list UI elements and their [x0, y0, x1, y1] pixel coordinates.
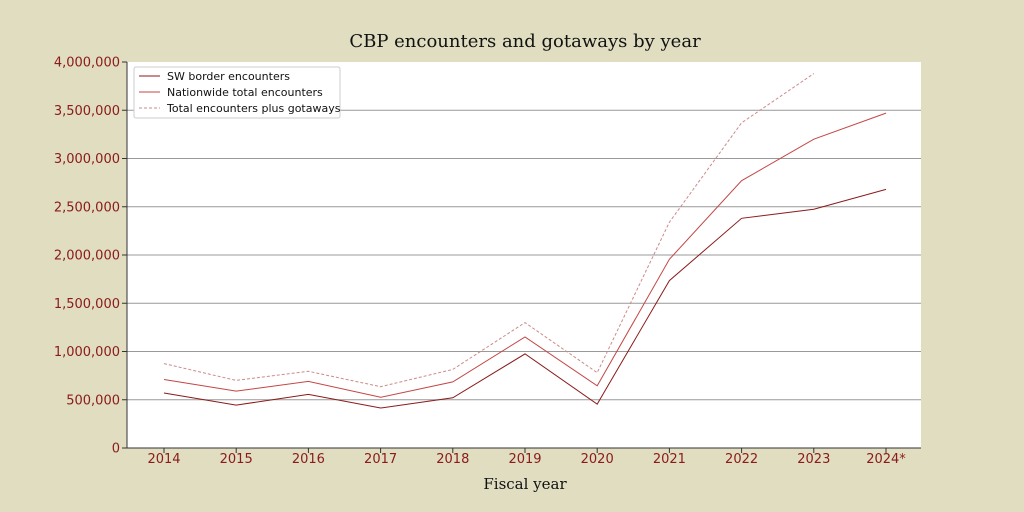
y-tick-label: 0 — [112, 442, 120, 457]
y-tick-label: 1,000,000 — [54, 345, 120, 360]
x-tick-label: 2021 — [653, 452, 686, 467]
legend-entry: Nationwide total encounters — [167, 86, 323, 99]
x-tick-label: 2017 — [364, 452, 397, 467]
y-tick-label: 500,000 — [66, 393, 120, 408]
y-tick-label: 1,500,000 — [54, 297, 120, 312]
series-lines — [163, 73, 887, 409]
series-line-1 — [163, 188, 887, 409]
y-tick-label: 3,500,000 — [54, 104, 120, 119]
x-axis: 2014 2015 2016 2017 2018 2019 2020 2021 2022 2023… — [147, 448, 906, 467]
x-tick-label: 2020 — [581, 452, 614, 467]
legend: SW border encounters Nationwide total enc… — [133, 66, 341, 119]
legend-box — [133, 66, 341, 119]
series-line-2 — [163, 112, 887, 398]
x-tick-label: 2023 — [797, 452, 830, 467]
x-tick-label: 2024* — [866, 452, 906, 467]
y-tick-label: 4,000,000 — [54, 56, 120, 71]
x-tick-label: 2016 — [292, 452, 325, 467]
y-tick-label: 3,000,000 — [54, 152, 120, 167]
x-tick-label: 2014 — [147, 452, 180, 467]
series-line-3 — [163, 73, 815, 388]
x-tick-label: 2019 — [508, 452, 541, 467]
x-tick-label: 2015 — [220, 452, 253, 467]
chart-title: CBP encounters and gotaways by year — [349, 31, 701, 52]
y-axis: 0 500,000 1,000,000 1,500,000 2,000,000 2,500… — [54, 56, 127, 457]
x-tick-label: 2022 — [725, 452, 758, 467]
legend-entry: Total encounters plus gotaways — [166, 102, 341, 115]
legend-entry: SW border encounters — [167, 70, 290, 83]
y-tick-label: 2,500,000 — [54, 200, 120, 215]
y-tick-label: 2,000,000 — [54, 249, 120, 264]
x-tick-label: 2018 — [436, 452, 469, 467]
x-axis-label: Fiscal year — [483, 475, 567, 493]
gridlines — [127, 109, 921, 401]
